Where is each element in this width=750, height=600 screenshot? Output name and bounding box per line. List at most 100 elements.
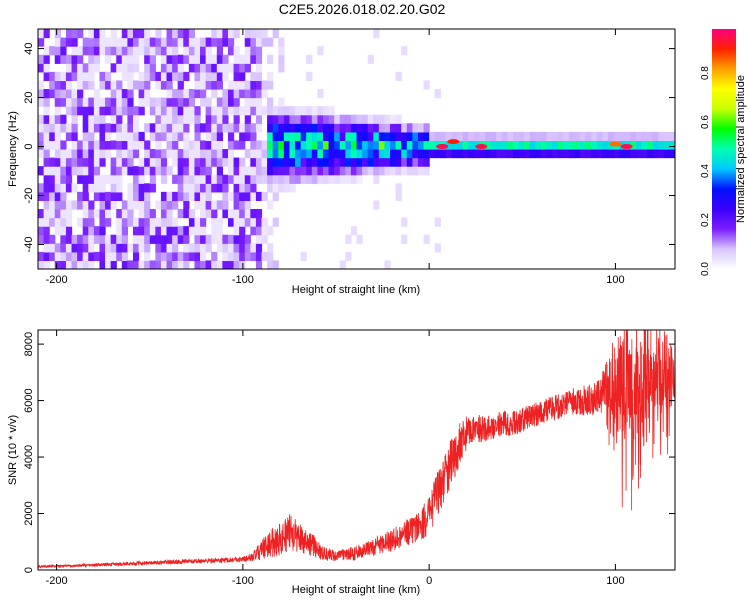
spectrogram-cell xyxy=(38,80,45,90)
spectrogram-cell xyxy=(127,97,134,107)
spectrogram-cell xyxy=(188,191,196,202)
spectrogram-cell xyxy=(356,131,363,142)
spectrogram-cell xyxy=(200,243,207,253)
spectrogram-cell xyxy=(289,157,296,167)
spectrogram-cell xyxy=(250,149,257,159)
spectrogram-cell xyxy=(144,54,151,64)
spectrogram-cell xyxy=(82,200,89,210)
spectrogram-cell xyxy=(116,131,123,142)
spectrogram-cell xyxy=(300,149,307,159)
spectrogram-cell xyxy=(43,71,50,82)
spectrogram-cell xyxy=(155,243,162,253)
spectrogram-cell xyxy=(261,106,268,116)
spectrogram-cell xyxy=(38,54,45,64)
spectrogram-cell xyxy=(552,149,559,159)
spectrogram-cell xyxy=(166,243,173,253)
spectrogram-cell xyxy=(490,140,497,150)
spectrogram-cell xyxy=(395,123,402,133)
spectrogram-cell xyxy=(373,149,380,159)
spectrogram-cell xyxy=(328,166,335,176)
spectrogram-cell xyxy=(188,243,196,253)
spectrogram-cell xyxy=(350,140,358,150)
spectrogram-cell xyxy=(328,140,335,150)
spectrogram-cell xyxy=(390,157,397,167)
spectrogram-cell xyxy=(71,166,78,176)
spectrogram-cell xyxy=(205,140,212,150)
spectrogram-cell xyxy=(160,46,168,56)
spectrogram-cell xyxy=(244,106,251,116)
spectrogram-cell xyxy=(306,149,313,159)
spectrogram-cell xyxy=(311,123,318,133)
spectrogram-cell xyxy=(574,140,581,150)
spectrogram-cell xyxy=(395,149,402,159)
spectrogram-cell xyxy=(54,200,61,210)
spectrogram-cell xyxy=(239,89,246,99)
spectrogram-cell xyxy=(278,46,285,56)
spectrogram-cell xyxy=(54,157,61,167)
spectrogram-cell xyxy=(144,37,151,47)
spectrogram-cell xyxy=(300,251,307,262)
spectrogram-cell xyxy=(194,54,201,64)
spectrogram-cell xyxy=(300,106,307,116)
spectrogram-cell xyxy=(222,54,229,64)
spectrogram-cell xyxy=(233,209,240,219)
spectrogram-cell xyxy=(216,71,223,82)
spectrogram-cell xyxy=(362,166,369,176)
spectrogram-cell xyxy=(317,106,324,116)
spectrogram-cell xyxy=(77,71,84,82)
spectrogram-cell xyxy=(93,149,101,159)
spectrogram-cell xyxy=(49,114,56,124)
spectrogram-cell xyxy=(65,54,73,64)
spectrogram-cell xyxy=(272,260,279,269)
spectrogram-cell xyxy=(322,131,330,142)
spectrogram-cell xyxy=(65,157,73,167)
spectrogram-cell xyxy=(38,166,45,176)
spectrogram-cell xyxy=(116,123,123,133)
spectrogram-cell xyxy=(177,226,184,236)
spectrogram-cell xyxy=(278,149,285,159)
spectrogram-cell xyxy=(121,140,129,150)
spectrogram-cell xyxy=(160,260,168,269)
spectrogram-cell xyxy=(384,140,391,150)
spectrogram-cell xyxy=(99,131,106,142)
spectrogram-cell xyxy=(255,97,263,107)
spectrogram-cell xyxy=(227,260,235,269)
spectrogram-cell xyxy=(71,97,78,107)
spectrogram-cell xyxy=(183,54,190,64)
spectrogram-cell xyxy=(524,149,531,159)
spectrogram-cell xyxy=(406,140,413,150)
spectrogram-cell xyxy=(127,217,134,227)
spectrogram-cell xyxy=(311,106,318,116)
spectrogram-cell xyxy=(278,54,285,64)
spectrogram-cell xyxy=(82,191,89,202)
spectrogram-cell xyxy=(239,174,246,184)
spectrogram-cell xyxy=(38,123,45,133)
spectrogram-cell xyxy=(222,97,229,107)
spectrogram-cell xyxy=(244,243,251,253)
spectrogram-cell xyxy=(127,166,134,176)
spectrogram-cell xyxy=(417,166,425,176)
spectrogram-cell xyxy=(105,243,112,253)
spectrogram-cell xyxy=(244,97,251,107)
spectrogram-cell xyxy=(177,54,184,64)
spectrogram-cell xyxy=(255,251,263,262)
spectrogram-cell xyxy=(289,106,296,116)
spectrogram-cell xyxy=(552,131,559,142)
spectrogram-cell xyxy=(60,226,67,236)
spectrogram-cell xyxy=(244,80,251,90)
spectrogram-cell xyxy=(619,131,626,142)
spectrogram-cell xyxy=(49,166,56,176)
spectrogram-cell xyxy=(267,166,274,176)
spectrogram-cell xyxy=(663,131,671,142)
spectrogram-cell xyxy=(255,174,263,184)
spectrogram-cell xyxy=(306,157,313,167)
spectrogram-cell xyxy=(38,234,45,244)
spectrogram-cell xyxy=(132,63,140,73)
spectrogram-cell xyxy=(580,131,587,142)
spectrogram-cell xyxy=(356,114,363,124)
spectrogram-cell xyxy=(317,123,324,133)
spectrogram-cell xyxy=(485,149,492,159)
spectrogram-cell xyxy=(183,251,190,262)
spectrogram-cell xyxy=(440,149,447,159)
